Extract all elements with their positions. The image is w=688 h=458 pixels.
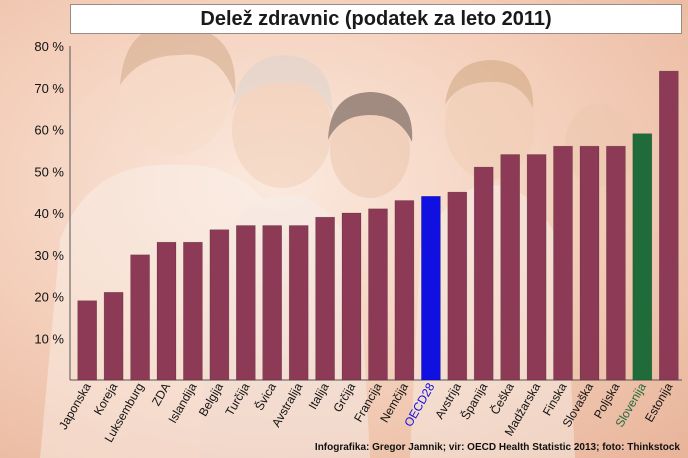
bar-slovaška <box>579 145 600 381</box>
bar-estonija <box>658 70 679 381</box>
x-tick-label: Turčija <box>222 380 252 418</box>
y-tick-label: 70 % <box>34 81 64 96</box>
bar-slovenija <box>632 133 653 381</box>
bar-grčija <box>341 212 362 381</box>
bar-francija <box>368 208 388 381</box>
bar-turčija <box>236 225 256 381</box>
y-tick-label: 30 % <box>34 248 64 263</box>
bar-nemčija <box>394 200 415 381</box>
bar-japonska <box>77 300 97 381</box>
bar-oecd28 <box>421 196 441 381</box>
x-tick-label: Japonska <box>56 380 94 432</box>
y-tick-label: 80 % <box>34 39 64 54</box>
x-tick-label: Belgija <box>196 380 226 418</box>
bar-zda <box>156 241 177 381</box>
bar-koreja <box>103 291 124 381</box>
y-tick-label: 60 % <box>34 123 64 138</box>
bar-madžarska <box>526 154 547 381</box>
bar-španija <box>473 166 494 381</box>
bar-islandija <box>183 241 203 381</box>
bar-italija <box>315 216 335 381</box>
chart-title: Delež zdravnic (podatek za leto 2011) <box>70 4 682 34</box>
bar-finska <box>553 145 573 381</box>
x-tick-label: ZDA <box>149 381 173 409</box>
bar-avstralija <box>288 225 309 381</box>
bar-belgija <box>209 229 230 381</box>
bar-luksemburg <box>130 254 150 381</box>
y-tick-label: 40 % <box>34 206 64 221</box>
y-tick-label: 50 % <box>34 164 64 179</box>
bar-švica <box>262 225 283 381</box>
y-tick-label: 10 % <box>34 331 64 346</box>
bar-avstrija <box>447 191 468 381</box>
x-tick-label: Grčija <box>330 380 358 414</box>
x-tick-label: Švica <box>251 380 279 413</box>
bar-češka <box>500 154 521 381</box>
y-tick-label: 20 % <box>34 290 64 305</box>
bar-poljska <box>606 145 626 381</box>
x-tick-label: Španija <box>457 380 490 422</box>
x-tick-label: Italija <box>306 380 332 412</box>
credit-line: Infografika: Gregor Jamnik; vir: OECD He… <box>314 442 680 453</box>
